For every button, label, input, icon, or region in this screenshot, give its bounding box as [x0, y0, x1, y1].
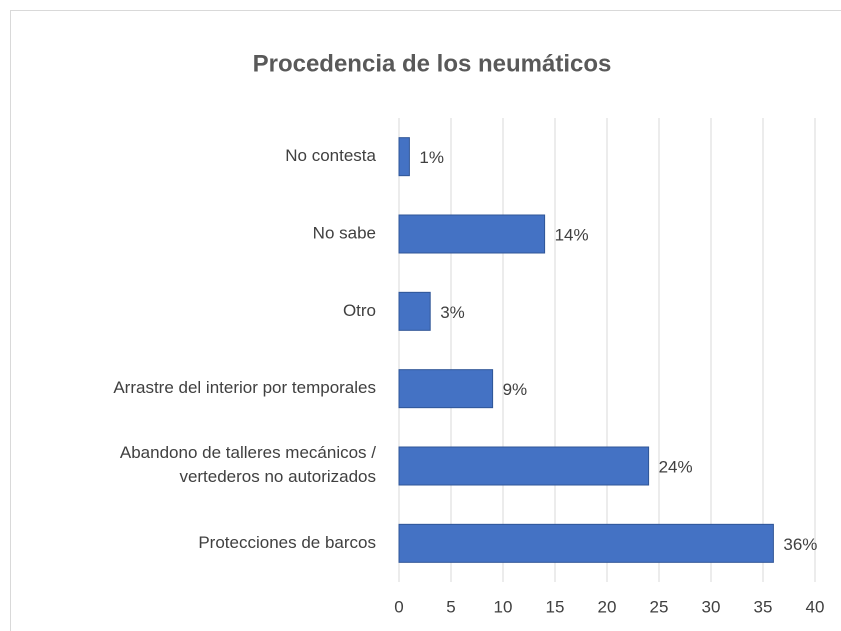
data-label: 24% — [659, 457, 693, 476]
bar — [398, 137, 410, 177]
bar — [398, 369, 494, 409]
bar — [398, 291, 431, 331]
x-tick-label: 0 — [394, 597, 403, 616]
bar — [398, 523, 774, 563]
y-tick-label: Protecciones de barcos — [198, 533, 376, 552]
chart-title: Procedencia de los neumáticos — [253, 50, 612, 77]
data-label: 1% — [419, 148, 444, 167]
x-tick-label: 5 — [446, 597, 455, 616]
y-tick-label: Abandono de talleres mecánicos / verteder… — [120, 443, 376, 486]
data-label: 9% — [503, 380, 528, 399]
x-tick-label: 20 — [598, 597, 617, 616]
bar — [398, 214, 546, 254]
x-tick-label: 10 — [494, 597, 513, 616]
y-tick-label: No sabe — [313, 223, 376, 242]
data-label: 36% — [783, 535, 817, 554]
data-label: 14% — [555, 225, 589, 244]
y-tick-label: Otro — [343, 301, 376, 320]
x-tick-label: 35 — [754, 597, 773, 616]
y-tick-label: Arrastre del interior por temporales — [113, 378, 376, 397]
x-tick-label: 25 — [650, 597, 669, 616]
bar — [398, 446, 650, 486]
data-label: 3% — [440, 303, 465, 322]
x-tick-label: 40 — [806, 597, 825, 616]
y-tick-label: No contesta — [285, 146, 376, 165]
x-tick-label: 30 — [702, 597, 721, 616]
x-tick-label: 15 — [546, 597, 565, 616]
